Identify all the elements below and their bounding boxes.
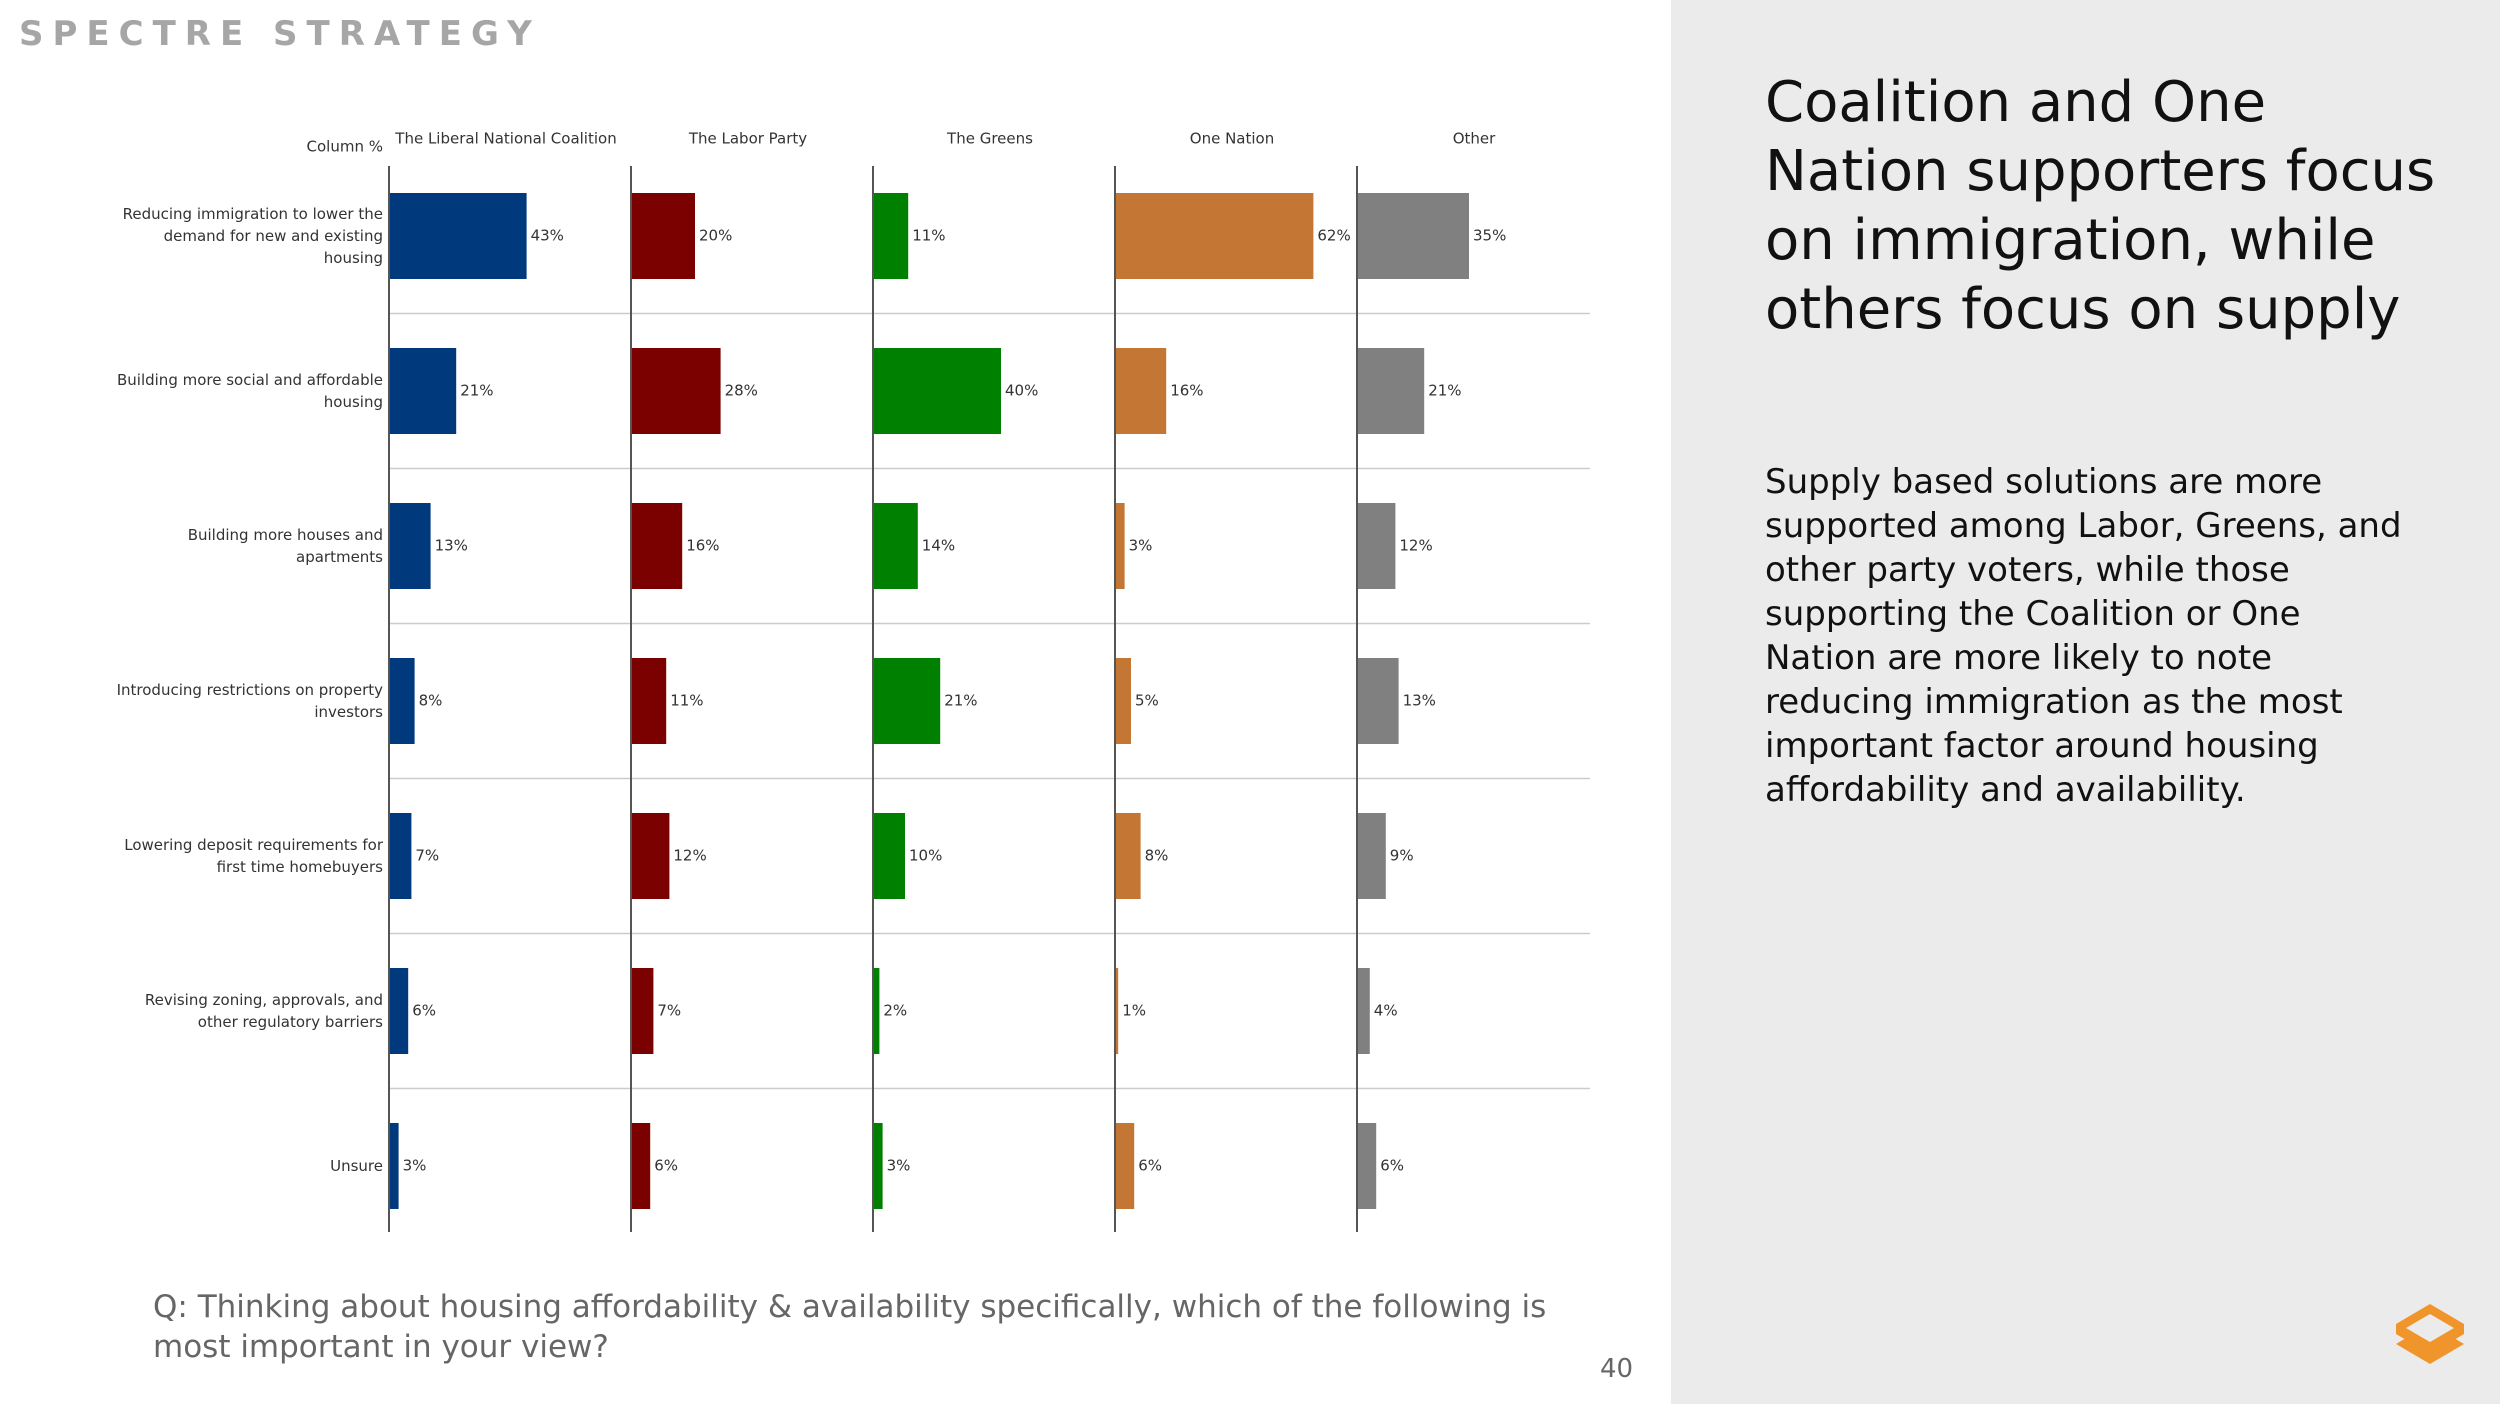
value-label: 21% — [944, 692, 977, 710]
value-label: 35% — [1473, 227, 1506, 245]
bar — [631, 1123, 651, 1209]
bar — [389, 968, 409, 1054]
bar — [1357, 348, 1425, 434]
row-label: Introducing restrictions on property inv… — [116, 681, 383, 721]
column-header: The Greens — [946, 130, 1033, 148]
value-label: 21% — [460, 382, 493, 400]
value-label: 28% — [725, 382, 758, 400]
value-label: 1% — [1122, 1002, 1146, 1020]
bar — [389, 813, 412, 899]
bar — [631, 193, 695, 279]
bar — [389, 503, 431, 589]
bar — [389, 348, 457, 434]
column-header: The Liberal National Coalition — [394, 130, 616, 148]
column-header: The Labor Party — [688, 130, 807, 148]
footnote: Q: Thinking about housing affordability … — [153, 1289, 1547, 1365]
bar — [873, 1123, 883, 1209]
page-number: 40 — [1600, 1354, 1634, 1384]
value-label: 12% — [673, 847, 706, 865]
value-label: 20% — [699, 227, 732, 245]
row-label: Reducing immigration to lower the demand… — [122, 205, 383, 267]
value-label: 11% — [912, 227, 945, 245]
row-label: Unsure — [330, 1157, 383, 1175]
bar — [1115, 968, 1119, 1054]
bar — [873, 503, 918, 589]
value-label: 3% — [1129, 537, 1153, 555]
value-label: 9% — [1390, 847, 1414, 865]
value-label: 6% — [654, 1157, 678, 1175]
bar — [631, 348, 721, 434]
bar — [1115, 503, 1125, 589]
chart: Column % The Liberal National Coalition 4… — [307, 130, 1590, 1232]
value-label: 8% — [419, 692, 443, 710]
brand: SPECTRE STRATEGY — [19, 14, 541, 54]
value-label: 5% — [1135, 692, 1159, 710]
bar — [873, 348, 1001, 434]
value-label: 16% — [1170, 382, 1203, 400]
value-label: 6% — [1138, 1157, 1162, 1175]
bar — [1115, 1123, 1135, 1209]
bar — [1357, 658, 1399, 744]
side-panel — [1671, 0, 2500, 1404]
bar — [1115, 348, 1167, 434]
bar — [873, 658, 941, 744]
bar — [389, 1123, 399, 1209]
value-label: 62% — [1317, 227, 1350, 245]
row-label: Building more social and affordable hous… — [116, 371, 383, 411]
panel-body: Supply based solutions are more supporte… — [1765, 462, 2402, 810]
value-label: 4% — [1374, 1002, 1398, 1020]
panel-title: Coalition and One Nation supporters focu… — [1765, 70, 2436, 342]
value-label: 11% — [670, 692, 703, 710]
bar — [873, 968, 880, 1054]
value-label: 21% — [1428, 382, 1461, 400]
bar — [1357, 503, 1396, 589]
bar — [631, 658, 667, 744]
value-label: 7% — [657, 1002, 681, 1020]
value-label: 12% — [1399, 537, 1432, 555]
value-label: 43% — [531, 227, 564, 245]
bar — [389, 193, 527, 279]
bar — [1357, 1123, 1377, 1209]
bar — [631, 813, 670, 899]
value-label: 8% — [1145, 847, 1169, 865]
bar — [631, 503, 683, 589]
row-label: Revising zoning, approvals, and other re… — [144, 991, 383, 1031]
row-label: Lowering deposit requirements for first … — [124, 836, 383, 876]
value-label: 10% — [909, 847, 942, 865]
bar — [873, 813, 905, 899]
bar — [1357, 813, 1386, 899]
value-label: 6% — [412, 1002, 436, 1020]
value-label: 13% — [1403, 692, 1436, 710]
bar — [1357, 193, 1469, 279]
logo — [2396, 1304, 2464, 1364]
value-label: 16% — [686, 537, 719, 555]
bar — [1115, 193, 1314, 279]
bar — [1115, 813, 1141, 899]
corner-label: Column % — [307, 138, 383, 156]
value-label: 2% — [883, 1002, 907, 1020]
bar — [1357, 968, 1370, 1054]
column-header: One Nation — [1190, 130, 1274, 148]
row-label: Building more houses and apartments — [187, 526, 383, 566]
bar — [389, 658, 415, 744]
value-label: 13% — [435, 537, 468, 555]
value-label: 40% — [1005, 382, 1038, 400]
value-label: 7% — [415, 847, 439, 865]
value-label: 6% — [1380, 1157, 1404, 1175]
value-label: 3% — [403, 1157, 427, 1175]
bar — [631, 968, 654, 1054]
value-label: 3% — [887, 1157, 911, 1175]
value-label: 14% — [922, 537, 955, 555]
column-header: Other — [1453, 130, 1496, 148]
bar — [873, 193, 909, 279]
bar — [1115, 658, 1131, 744]
